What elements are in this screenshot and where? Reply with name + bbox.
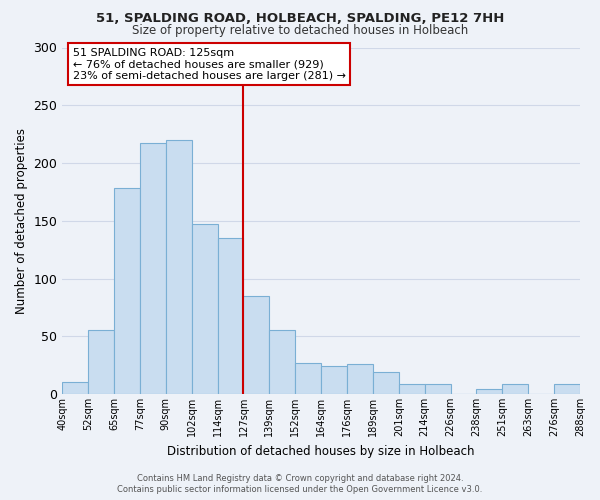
Bar	[399, 384, 425, 394]
Y-axis label: Number of detached properties: Number of detached properties	[15, 128, 28, 314]
Bar	[218, 238, 244, 394]
Bar	[321, 366, 347, 394]
Bar	[295, 363, 321, 394]
Bar	[502, 384, 528, 394]
Bar	[347, 364, 373, 394]
Bar	[244, 296, 269, 394]
Bar	[166, 140, 192, 394]
Bar	[114, 188, 140, 394]
Bar	[373, 372, 399, 394]
Bar	[192, 224, 218, 394]
Text: 51 SPALDING ROAD: 125sqm
← 76% of detached houses are smaller (929)
23% of semi-: 51 SPALDING ROAD: 125sqm ← 76% of detach…	[73, 48, 346, 80]
Bar	[62, 382, 88, 394]
Text: Contains HM Land Registry data © Crown copyright and database right 2024.
Contai: Contains HM Land Registry data © Crown c…	[118, 474, 482, 494]
Bar	[554, 384, 580, 394]
Bar	[269, 330, 295, 394]
Text: 51, SPALDING ROAD, HOLBEACH, SPALDING, PE12 7HH: 51, SPALDING ROAD, HOLBEACH, SPALDING, P…	[96, 12, 504, 26]
Bar	[88, 330, 114, 394]
Text: Size of property relative to detached houses in Holbeach: Size of property relative to detached ho…	[132, 24, 468, 37]
Bar	[476, 390, 502, 394]
X-axis label: Distribution of detached houses by size in Holbeach: Distribution of detached houses by size …	[167, 444, 475, 458]
Bar	[140, 144, 166, 394]
Bar	[425, 384, 451, 394]
